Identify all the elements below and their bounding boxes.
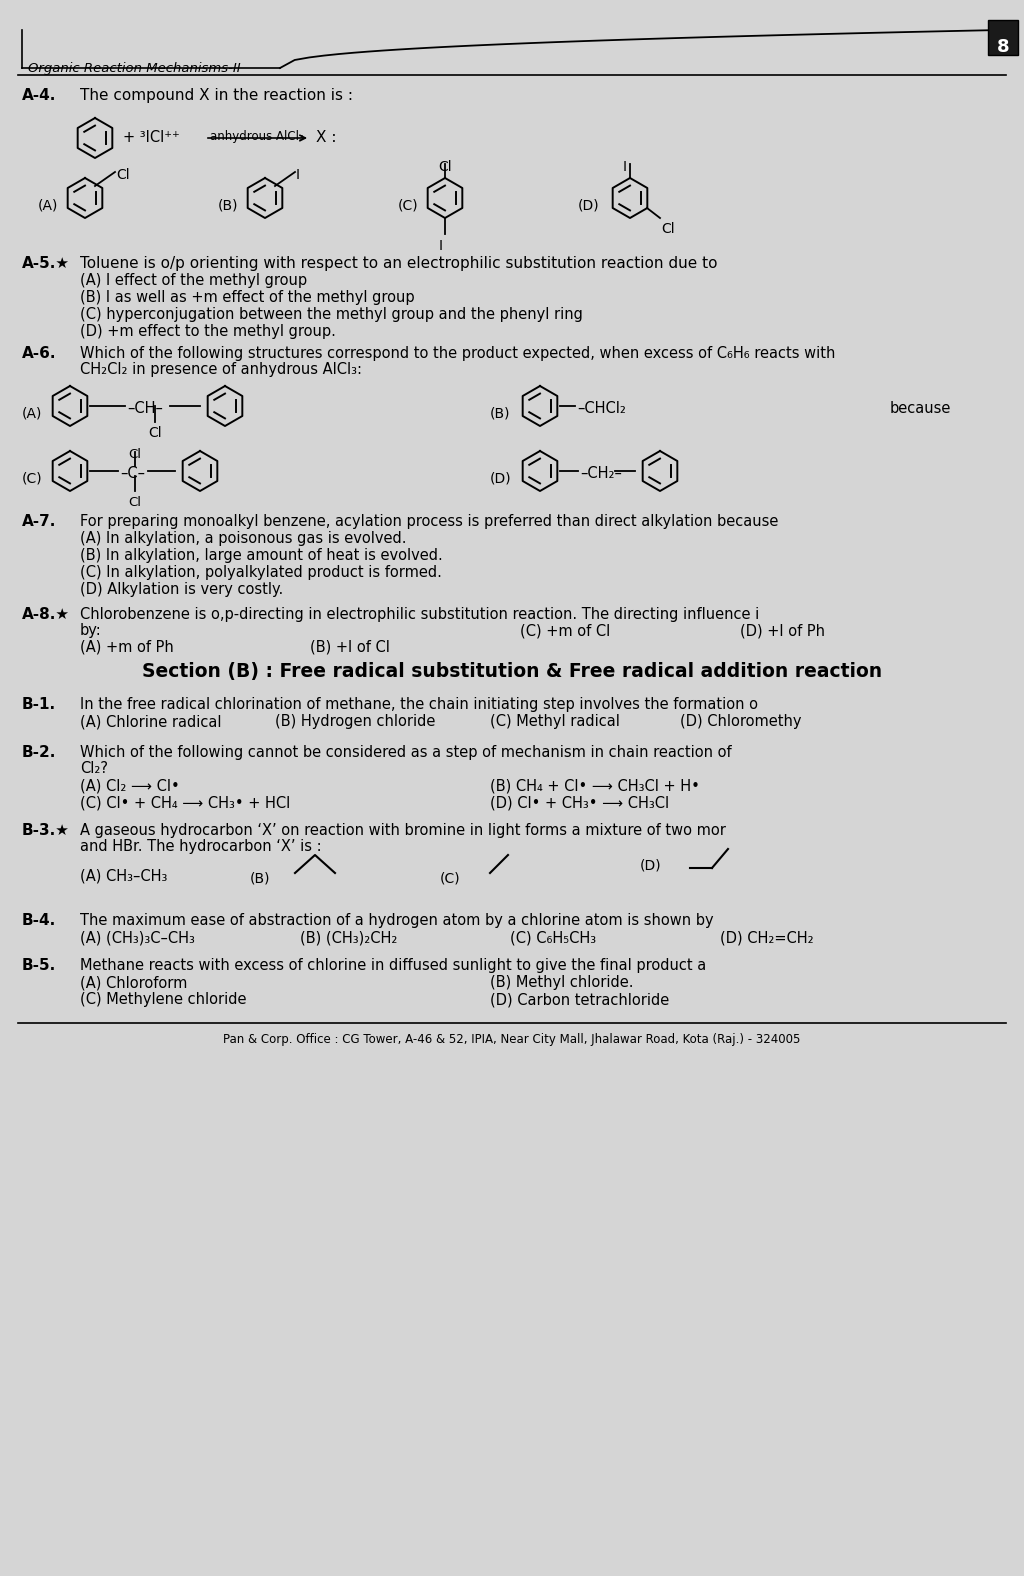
Text: (A) Cl₂ ⟶ Cl•: (A) Cl₂ ⟶ Cl• — [80, 779, 180, 793]
Text: Methane reacts with excess of chlorine in diffused sunlight to give the final pr: Methane reacts with excess of chlorine i… — [80, 958, 707, 972]
Text: A-6.: A-6. — [22, 347, 56, 361]
Text: (C) Methyl radical: (C) Methyl radical — [490, 714, 620, 730]
Text: anhydrous AlCl₃: anhydrous AlCl₃ — [210, 129, 304, 143]
Text: (C) hyperconjugation between the methyl group and the phenyl ring: (C) hyperconjugation between the methyl … — [80, 307, 583, 322]
Text: (C): (C) — [398, 199, 419, 213]
Text: (B): (B) — [218, 199, 239, 213]
Text: A-8.★: A-8.★ — [22, 607, 70, 623]
Text: (D) +m effect to the methyl group.: (D) +m effect to the methyl group. — [80, 325, 336, 339]
Text: (C): (C) — [440, 872, 461, 886]
Text: The maximum ease of abstraction of a hydrogen atom by a chlorine atom is shown b: The maximum ease of abstraction of a hyd… — [80, 913, 714, 928]
Text: (C) In alkylation, polyalkylated product is formed.: (C) In alkylation, polyalkylated product… — [80, 566, 442, 580]
Text: and HBr. The hydrocarbon ‘X’ is :: and HBr. The hydrocarbon ‘X’ is : — [80, 838, 322, 854]
Text: Pan & Corp. Office : CG Tower, A-46 & 52, IPIA, Near City Mall, Jhalawar Road, K: Pan & Corp. Office : CG Tower, A-46 & 52… — [223, 1032, 801, 1046]
Text: Chlorobenzene is o,p-directing in electrophilic substitution reaction. The direc: Chlorobenzene is o,p-directing in electr… — [80, 607, 759, 623]
Text: Cl: Cl — [148, 426, 162, 440]
Text: (A) +m of Ph: (A) +m of Ph — [80, 638, 174, 654]
Text: Organic Reaction Mechanisms-II: Organic Reaction Mechanisms-II — [28, 61, 241, 76]
Text: For preparing monoalkyl benzene, acylation process is preferred than direct alky: For preparing monoalkyl benzene, acylati… — [80, 514, 778, 530]
Text: (A) In alkylation, a poisonous gas is evolved.: (A) In alkylation, a poisonous gas is ev… — [80, 531, 407, 545]
Text: B-1.: B-1. — [22, 697, 56, 712]
Text: A-7.: A-7. — [22, 514, 56, 530]
Text: (D): (D) — [640, 857, 662, 872]
Text: –CH₂–: –CH₂– — [580, 466, 622, 481]
Text: B-2.: B-2. — [22, 745, 56, 760]
Text: (D) Chloromethy: (D) Chloromethy — [680, 714, 802, 730]
Text: (B): (B) — [490, 407, 511, 419]
Text: Cl: Cl — [438, 161, 452, 173]
Text: 8: 8 — [996, 38, 1010, 57]
Text: (B): (B) — [250, 872, 270, 886]
Text: CH₂Cl₂ in presence of anhydrous AlCl₃:: CH₂Cl₂ in presence of anhydrous AlCl₃: — [80, 362, 362, 377]
Text: Cl: Cl — [128, 496, 141, 509]
Text: (B) Hydrogen chloride: (B) Hydrogen chloride — [275, 714, 435, 730]
Text: (A) Chlorine radical: (A) Chlorine radical — [80, 714, 221, 730]
Text: (A) I effect of the methyl group: (A) I effect of the methyl group — [80, 273, 307, 288]
Text: (A) CH₃–CH₃: (A) CH₃–CH₃ — [80, 868, 167, 883]
Text: (C) Methylene chloride: (C) Methylene chloride — [80, 991, 247, 1007]
Text: (D) Alkylation is very costly.: (D) Alkylation is very costly. — [80, 582, 284, 597]
Text: (B) (CH₃)₂CH₂: (B) (CH₃)₂CH₂ — [300, 930, 397, 946]
Text: + ³ICl⁺⁺: + ³ICl⁺⁺ — [123, 129, 180, 145]
Text: A-4.: A-4. — [22, 88, 56, 102]
Text: –C–: –C– — [120, 466, 145, 481]
Text: B-5.: B-5. — [22, 958, 56, 972]
Text: –CHCl₂: –CHCl₂ — [577, 400, 626, 416]
Text: (A): (A) — [22, 407, 42, 419]
Text: (C) C₆H₅CH₃: (C) C₆H₅CH₃ — [510, 930, 596, 946]
Text: The compound X in the reaction is :: The compound X in the reaction is : — [80, 88, 353, 102]
Text: Which of the following structures correspond to the product expected, when exces: Which of the following structures corres… — [80, 347, 836, 361]
Text: (D) CH₂=CH₂: (D) CH₂=CH₂ — [720, 930, 814, 946]
Text: B-3.★: B-3.★ — [22, 823, 70, 838]
Text: Cl: Cl — [128, 448, 141, 462]
Text: Toluene is o/p orienting with respect to an electrophilic substitution reaction : Toluene is o/p orienting with respect to… — [80, 255, 718, 271]
Text: Cl: Cl — [116, 169, 130, 181]
Text: Cl₂?: Cl₂? — [80, 761, 108, 775]
Text: by:: by: — [80, 623, 101, 638]
Text: (D) Cl• + CH₃• ⟶ CH₃Cl: (D) Cl• + CH₃• ⟶ CH₃Cl — [490, 794, 669, 810]
Text: B-4.: B-4. — [22, 913, 56, 928]
Text: I: I — [439, 240, 443, 254]
Text: (B) CH₄ + Cl• ⟶ CH₃Cl + H•: (B) CH₄ + Cl• ⟶ CH₃Cl + H• — [490, 779, 699, 793]
Text: –CH–: –CH– — [127, 400, 163, 416]
Text: (D) Carbon tetrachloride: (D) Carbon tetrachloride — [490, 991, 670, 1007]
Bar — [988, 20, 1018, 55]
Text: (A) (CH₃)₃C–CH₃: (A) (CH₃)₃C–CH₃ — [80, 930, 195, 946]
Text: (C) +m of Cl: (C) +m of Cl — [520, 623, 610, 638]
Text: (B) In alkylation, large amount of heat is evolved.: (B) In alkylation, large amount of heat … — [80, 548, 442, 563]
Text: Section (B) : Free radical substitution & Free radical addition reaction: Section (B) : Free radical substitution … — [142, 662, 882, 681]
Text: (A) Chloroform: (A) Chloroform — [80, 976, 187, 990]
Text: (A): (A) — [38, 199, 58, 213]
Text: (C) Cl• + CH₄ ⟶ CH₃• + HCl: (C) Cl• + CH₄ ⟶ CH₃• + HCl — [80, 794, 290, 810]
Text: Which of the following cannot be considered as a step of mechanism in chain reac: Which of the following cannot be conside… — [80, 745, 731, 760]
Text: (C): (C) — [22, 471, 43, 485]
Text: (D): (D) — [490, 471, 512, 485]
Text: (B) Methyl chloride.: (B) Methyl chloride. — [490, 976, 634, 990]
Text: (B) I as well as +m effect of the methyl group: (B) I as well as +m effect of the methyl… — [80, 290, 415, 306]
Text: (B) +I of Cl: (B) +I of Cl — [310, 638, 390, 654]
Text: I: I — [296, 169, 300, 181]
Text: In the free radical chlorination of methane, the chain initiating step involves : In the free radical chlorination of meth… — [80, 697, 758, 712]
Text: because: because — [890, 400, 951, 416]
Text: (D): (D) — [578, 199, 600, 213]
Text: A-5.★: A-5.★ — [22, 255, 70, 271]
Text: I: I — [623, 161, 627, 173]
Text: A gaseous hydrocarbon ‘X’ on reaction with bromine in light forms a mixture of t: A gaseous hydrocarbon ‘X’ on reaction wi… — [80, 823, 726, 838]
Text: (D) +I of Ph: (D) +I of Ph — [740, 623, 825, 638]
Text: X :: X : — [316, 129, 337, 145]
Text: Cl: Cl — [662, 222, 675, 236]
